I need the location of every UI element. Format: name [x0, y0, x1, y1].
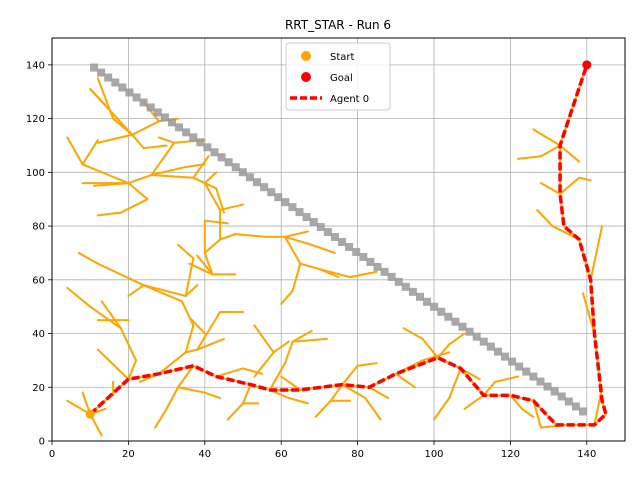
- y-tick-label: 140: [26, 60, 45, 71]
- x-tick-label: 0: [49, 449, 55, 460]
- obstacle-square: [118, 83, 126, 91]
- obstacle-square: [529, 373, 537, 381]
- obstacle-square: [303, 213, 311, 221]
- obstacle-square: [381, 268, 389, 276]
- legend-goal-marker: [301, 72, 311, 82]
- legend: Start Goal Agent 0: [286, 43, 390, 110]
- x-tick-label: 80: [351, 449, 364, 460]
- obstacle-square: [161, 113, 169, 121]
- goal-marker: [582, 60, 591, 69]
- chart-title: RRT_STAR - Run 6: [285, 18, 391, 32]
- obstacle-square: [402, 283, 410, 291]
- obstacle-square: [210, 148, 218, 156]
- obstacle-square: [423, 298, 431, 306]
- obstacle-square: [437, 308, 445, 316]
- legend-start-label: Start: [330, 52, 355, 63]
- obstacle-square: [466, 328, 474, 336]
- obstacle-square: [522, 368, 530, 376]
- obstacle-square: [487, 343, 495, 351]
- legend-agent-label: Agent 0: [330, 94, 369, 105]
- obstacle-square: [104, 74, 112, 82]
- x-tick-label: 140: [577, 449, 596, 460]
- obstacle-square: [274, 193, 282, 201]
- obstacle-square: [267, 188, 275, 196]
- obstacle-square: [501, 353, 509, 361]
- obstacle-square: [288, 203, 296, 211]
- obstacle-square: [409, 288, 417, 296]
- legend-start-marker: [301, 51, 311, 61]
- obstacle-square: [296, 208, 304, 216]
- y-tick-label: 20: [32, 383, 45, 394]
- obstacle-square: [218, 153, 226, 161]
- obstacle-square: [544, 383, 552, 391]
- legend-goal-label: Goal: [330, 73, 353, 84]
- obstacle-square: [90, 64, 98, 72]
- obstacle-square: [203, 143, 211, 151]
- obstacle-square: [281, 198, 289, 206]
- obstacle-square: [154, 108, 162, 116]
- obstacle-square: [317, 223, 325, 231]
- obstacle-square: [373, 263, 381, 271]
- y-tick-label: 120: [26, 114, 45, 125]
- obstacle-square: [565, 397, 573, 405]
- obstacle-square: [175, 123, 183, 131]
- x-tick-label: 120: [501, 449, 520, 460]
- obstacle-square: [459, 323, 467, 331]
- y-tick-label: 0: [39, 437, 45, 448]
- obstacle-square: [147, 103, 155, 111]
- obstacle-square: [253, 178, 261, 186]
- obstacle-square: [345, 243, 353, 251]
- obstacle-square: [480, 338, 488, 346]
- obstacle-square: [558, 392, 566, 400]
- obstacle-square: [515, 363, 523, 371]
- obstacle-square: [310, 218, 318, 226]
- x-tick-label: 20: [122, 449, 135, 460]
- obstacle-square: [260, 183, 268, 191]
- obstacle-square: [352, 248, 360, 256]
- obstacle-square: [451, 318, 459, 326]
- obstacle-square: [97, 69, 105, 77]
- y-tick-label: 60: [32, 275, 45, 286]
- x-tick-label: 40: [198, 449, 211, 460]
- obstacle-square: [140, 98, 148, 106]
- obstacle-square: [111, 79, 119, 87]
- obstacle-square: [225, 158, 233, 166]
- obstacle-square: [388, 273, 396, 281]
- obstacle-square: [366, 258, 374, 266]
- obstacle-square: [189, 133, 197, 141]
- obstacle-square: [579, 407, 587, 415]
- obstacle-square: [444, 313, 452, 321]
- y-tick-label: 40: [32, 329, 45, 340]
- y-tick-label: 100: [26, 168, 45, 179]
- start-marker: [86, 410, 95, 419]
- obstacle-square: [430, 303, 438, 311]
- obstacle-square: [232, 163, 240, 171]
- obstacle-square: [536, 378, 544, 386]
- x-tick-label: 60: [275, 449, 288, 460]
- obstacle-square: [572, 402, 580, 410]
- obstacle-square: [331, 233, 339, 241]
- obstacle-square: [168, 118, 176, 126]
- obstacle-square: [395, 278, 403, 286]
- obstacle-square: [551, 388, 559, 396]
- obstacle-square: [125, 88, 133, 96]
- obstacle-square: [324, 228, 332, 236]
- obstacle-square: [133, 93, 141, 101]
- obstacle-square: [359, 253, 367, 261]
- obstacle-square: [338, 238, 346, 246]
- obstacle-square: [508, 358, 516, 366]
- x-tick-label: 100: [424, 449, 443, 460]
- obstacle-square: [494, 348, 502, 356]
- y-tick-label: 80: [32, 222, 45, 233]
- obstacle-square: [246, 173, 254, 181]
- obstacle-square: [196, 138, 204, 146]
- obstacle-square: [416, 293, 424, 301]
- obstacle-square: [182, 128, 190, 136]
- obstacle-square: [473, 333, 481, 341]
- obstacle-square: [239, 168, 247, 176]
